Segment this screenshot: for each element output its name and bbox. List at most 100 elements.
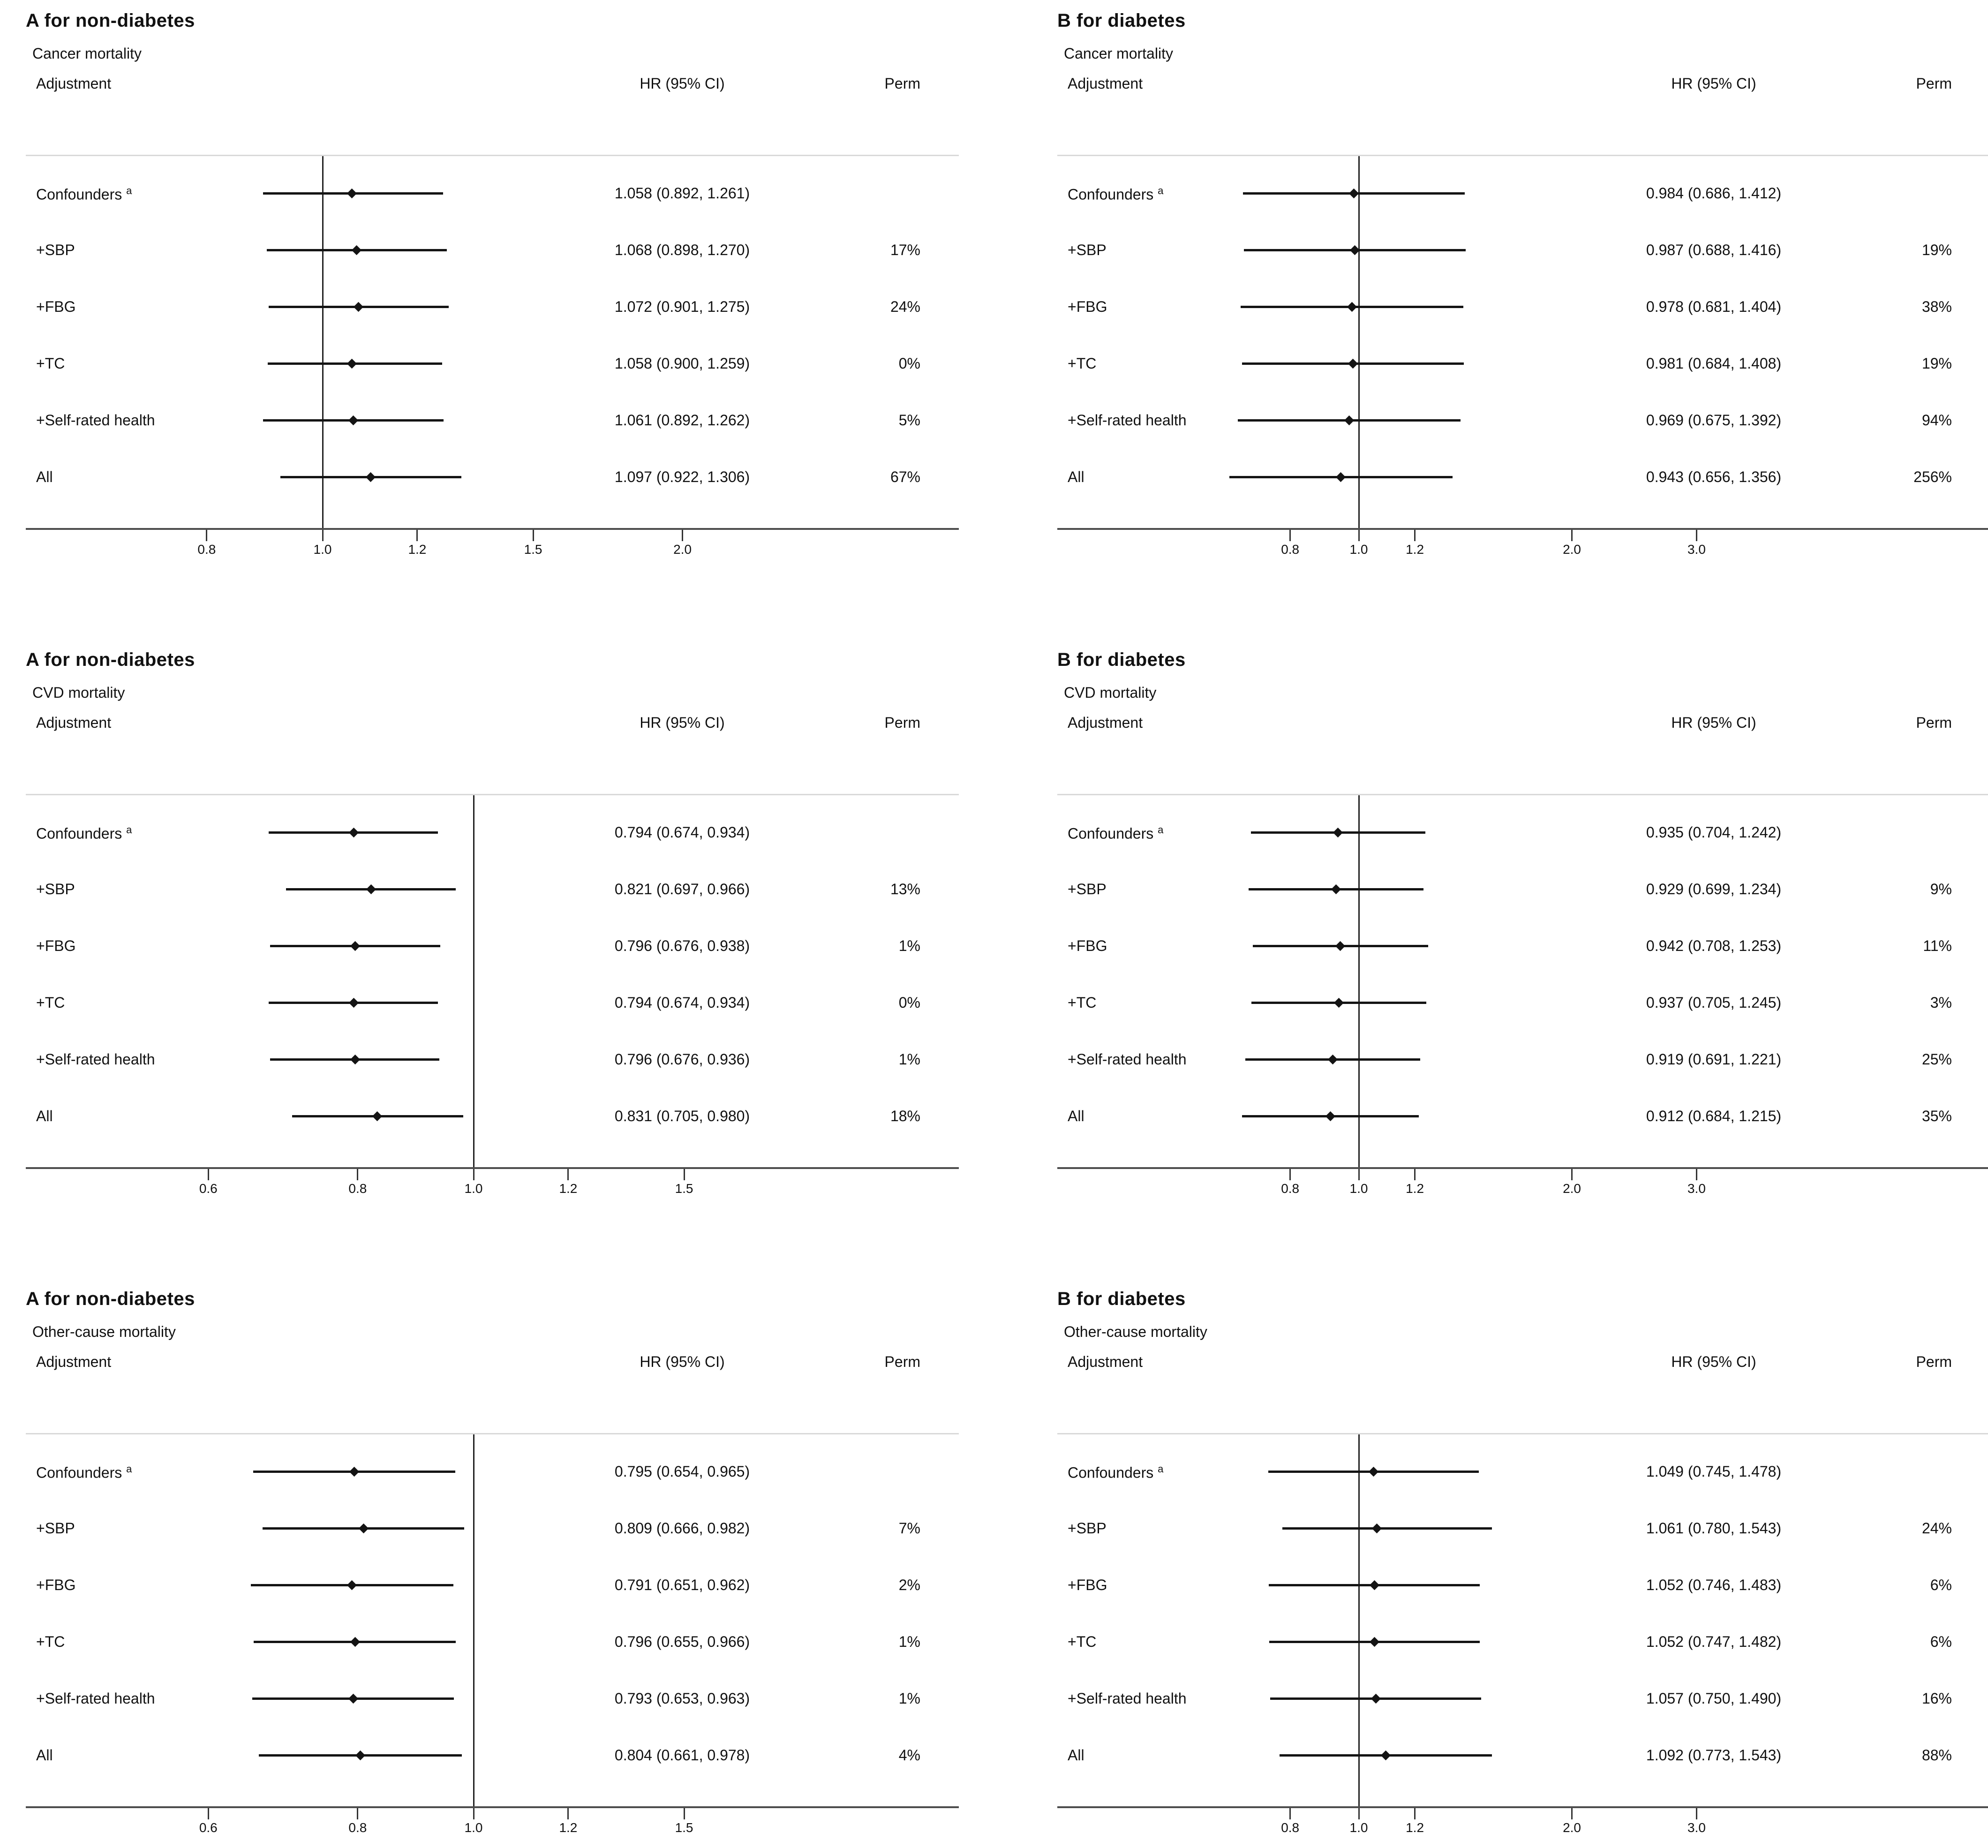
forest-panel: A for non-diabetes CVD mortality Adjustmen… xyxy=(26,639,959,1209)
hr-ci-value: 0.793 (0.653, 0.963) xyxy=(614,1690,750,1707)
point-estimate-marker xyxy=(348,997,359,1008)
adjustment-column-header: Adjustment xyxy=(1068,714,1143,731)
point-estimate-marker xyxy=(1335,941,1346,951)
hr-ci-value: 1.097 (0.922, 1.306) xyxy=(614,468,750,485)
panel-title: B for diabetes xyxy=(1057,1289,1186,1309)
row-label: +SBP xyxy=(36,882,75,897)
row-label-text: +Self-rated health xyxy=(36,1690,155,1707)
row-label-text: All xyxy=(36,1108,53,1124)
hr-ci-column-header: HR (95% CI) xyxy=(640,1353,725,1370)
row-label-text: +Self-rated health xyxy=(36,1051,155,1068)
x-axis-tick-mark xyxy=(1414,1169,1416,1180)
adjustment-column-header: Adjustment xyxy=(36,714,112,731)
x-axis-line xyxy=(26,1167,959,1169)
perm-value: 4% xyxy=(898,1747,920,1764)
perm-value: 1% xyxy=(898,1051,920,1068)
hr-ci-value: 0.929 (0.699, 1.234) xyxy=(1646,881,1782,898)
row-label-text: +SBP xyxy=(1068,1520,1107,1537)
row-label: +TC xyxy=(36,1634,65,1649)
x-axis-tick-mark xyxy=(1289,1808,1291,1819)
row-label-text: Confounders xyxy=(36,186,122,203)
x-axis-tick-label: 0.6 xyxy=(199,1181,218,1196)
point-estimate-marker xyxy=(1372,1523,1382,1533)
x-axis-tick-label: 1.5 xyxy=(675,1820,693,1835)
row-label-text: +FBG xyxy=(1068,1576,1107,1593)
hr-ci-value: 0.942 (0.708, 1.253) xyxy=(1646,937,1782,954)
row-label-text: +FBG xyxy=(36,1576,76,1593)
row-label-text: +FBG xyxy=(36,298,76,315)
perm-value: 9% xyxy=(1930,881,1952,898)
footnote-marker: a xyxy=(126,1463,132,1475)
row-label-text: +Self-rated health xyxy=(1068,412,1187,429)
x-axis-tick-mark xyxy=(683,1169,685,1180)
x-axis-tick-mark xyxy=(207,1169,209,1180)
point-estimate-marker xyxy=(348,827,359,837)
perm-value: 0% xyxy=(898,355,920,372)
point-estimate-marker xyxy=(1344,415,1354,425)
row-label: +Self-rated health xyxy=(1068,1691,1187,1706)
x-axis-tick-mark xyxy=(1695,1169,1697,1180)
x-axis-tick-label: 1.2 xyxy=(408,542,427,557)
perm-value: 24% xyxy=(1921,1520,1952,1537)
row-label-text: All xyxy=(1068,468,1084,485)
perm-value: 38% xyxy=(1921,298,1952,315)
row-label-text: +FBG xyxy=(36,937,76,954)
x-axis-tick-mark xyxy=(1414,1808,1416,1819)
x-axis-tick-mark xyxy=(322,530,324,541)
perm-column-header: Perm xyxy=(884,75,920,92)
point-estimate-marker xyxy=(1347,302,1357,312)
point-estimate-marker xyxy=(1368,1466,1378,1477)
x-axis-line xyxy=(1057,1167,1988,1169)
x-axis-tick-label: 3.0 xyxy=(1687,542,1706,557)
x-axis-tick-mark xyxy=(1289,1169,1291,1180)
row-label-text: +SBP xyxy=(1068,241,1107,258)
row-label: +TC xyxy=(1068,356,1096,371)
perm-value: 13% xyxy=(890,881,920,898)
perm-value: 35% xyxy=(1921,1108,1952,1124)
row-label-text: +FBG xyxy=(1068,937,1107,954)
row-label: All xyxy=(1068,469,1084,484)
perm-column-header: Perm xyxy=(1916,714,1952,731)
hr-ci-value: 1.049 (0.745, 1.478) xyxy=(1646,1463,1782,1480)
panel-title: B for diabetes xyxy=(1057,649,1186,670)
row-label: +SBP xyxy=(1068,242,1107,257)
x-axis-tick-label: 2.0 xyxy=(673,542,692,557)
hr-ci-value: 0.804 (0.661, 0.978) xyxy=(614,1747,750,1764)
x-axis-tick-label: 1.2 xyxy=(1406,1820,1424,1835)
row-label-text: +FBG xyxy=(1068,298,1107,315)
row-label: Confounders a xyxy=(1068,186,1163,202)
perm-value: 24% xyxy=(890,298,920,315)
perm-value: 25% xyxy=(1921,1051,1952,1068)
row-label-text: +TC xyxy=(36,1633,65,1650)
reference-line-hr-1 xyxy=(1358,795,1360,1168)
panel-title: A for non-diabetes xyxy=(26,649,195,670)
row-label: +FBG xyxy=(36,299,75,314)
x-axis-tick-label: 1.2 xyxy=(559,1820,578,1835)
hr-ci-value: 0.796 (0.676, 0.936) xyxy=(614,1051,750,1068)
perm-value: 11% xyxy=(1923,937,1952,954)
x-axis-tick-label: 2.0 xyxy=(1563,1820,1581,1835)
x-axis-tick-mark xyxy=(1358,1808,1360,1819)
row-label: Confounders a xyxy=(36,825,132,841)
row-label-text: All xyxy=(1068,1108,1084,1124)
x-axis-tick-mark xyxy=(1289,530,1291,541)
hr-ci-value: 0.935 (0.704, 1.242) xyxy=(1646,824,1782,841)
point-estimate-marker xyxy=(365,472,376,482)
row-label-text: +TC xyxy=(36,994,65,1011)
perm-column-header: Perm xyxy=(1916,1353,1952,1370)
x-axis-tick-label: 1.0 xyxy=(313,542,332,557)
perm-value: 94% xyxy=(1921,412,1952,429)
x-axis-tick-label: 3.0 xyxy=(1687,1820,1706,1835)
x-axis-tick-label: 1.5 xyxy=(675,1181,693,1196)
point-estimate-marker xyxy=(1348,188,1359,198)
x-axis-tick-mark xyxy=(473,1808,474,1819)
footnote-marker: a xyxy=(1158,1463,1164,1475)
hr-ci-column-header: HR (95% CI) xyxy=(1671,75,1756,92)
point-estimate-marker xyxy=(1325,1111,1336,1121)
row-label-text: Confounders xyxy=(1068,1464,1154,1481)
point-estimate-marker xyxy=(1333,997,1344,1008)
hr-ci-value: 0.978 (0.681, 1.404) xyxy=(1646,298,1782,315)
perm-value: 1% xyxy=(898,1690,920,1707)
x-axis-tick-label: 1.0 xyxy=(464,1820,483,1835)
header-divider-rule xyxy=(1057,1433,1988,1434)
